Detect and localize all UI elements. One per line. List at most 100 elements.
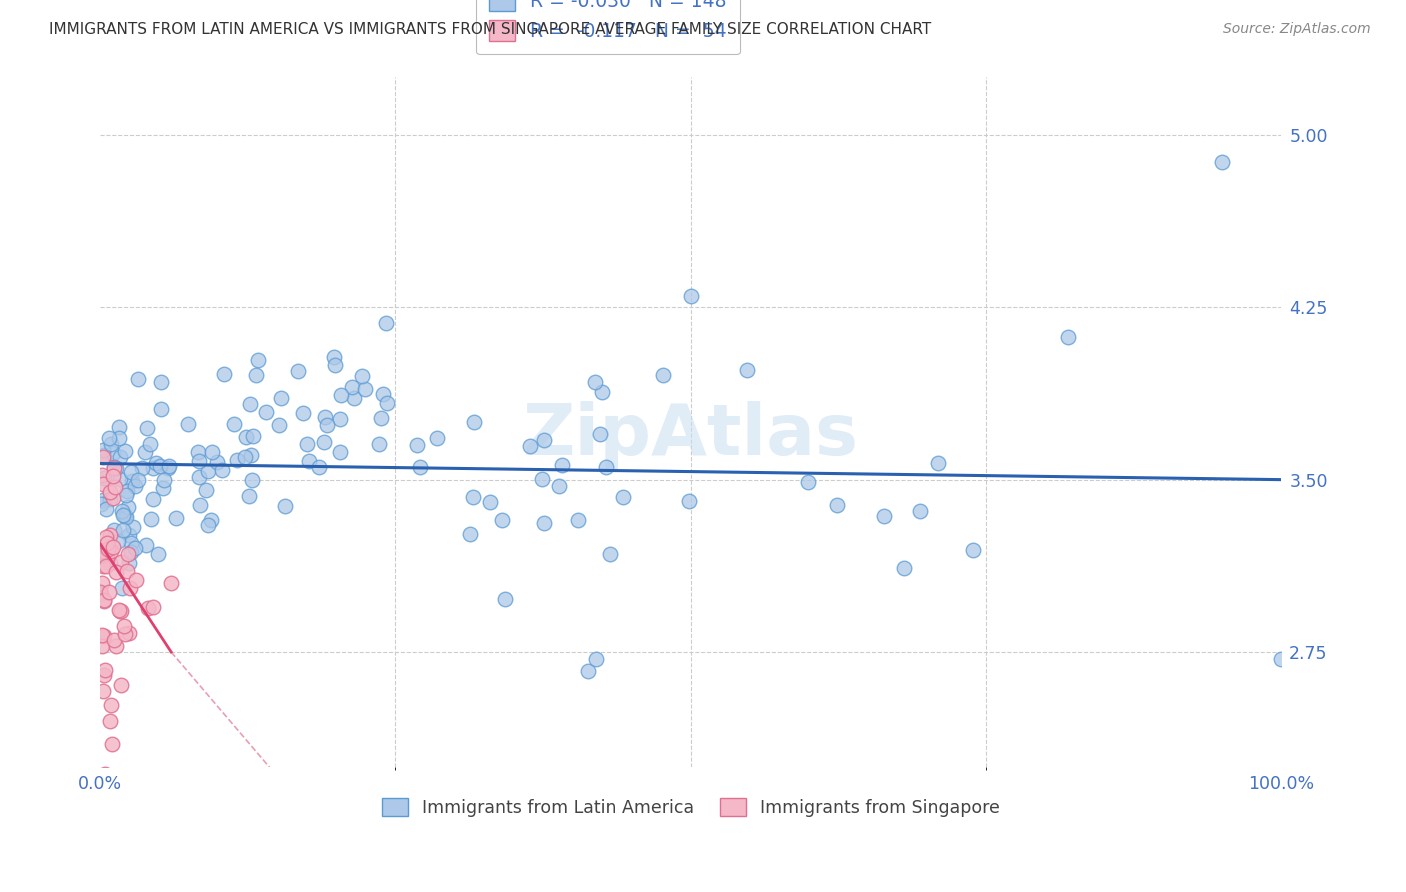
- Point: [1211, 155, 1233, 169]
- Point: [98, 528, 121, 542]
- Point: [104, 639, 127, 653]
- Point: [89, 585, 111, 599]
- Point: [103, 540, 125, 554]
- Point: [96, 558, 118, 573]
- Point: [117, 547, 139, 561]
- Point: [114, 443, 136, 458]
- Point: [108, 450, 131, 465]
- Point: [567, 513, 589, 527]
- Point: [114, 627, 136, 641]
- Point: [595, 460, 617, 475]
- Point: [235, 430, 257, 444]
- Point: [96, 549, 118, 564]
- Point: [165, 511, 187, 525]
- Point: [576, 664, 599, 678]
- Point: [103, 461, 125, 475]
- Point: [111, 508, 134, 523]
- Point: [200, 513, 222, 527]
- Point: [205, 455, 228, 469]
- Point: [368, 437, 391, 451]
- Point: [211, 463, 233, 477]
- Point: [125, 574, 148, 588]
- Point: [91, 477, 114, 491]
- Point: [148, 458, 170, 473]
- Point: [105, 565, 128, 579]
- Point: [145, 456, 167, 470]
- Point: [100, 698, 122, 712]
- Point: [93, 558, 115, 573]
- Point: [910, 504, 932, 518]
- Point: [138, 437, 160, 451]
- Point: [160, 576, 183, 591]
- Point: [530, 472, 553, 486]
- Point: [101, 468, 124, 483]
- Point: [107, 602, 129, 616]
- Point: [370, 411, 392, 425]
- Point: [101, 737, 124, 751]
- Point: [267, 417, 290, 432]
- Point: [962, 542, 984, 557]
- Point: [114, 488, 136, 502]
- Point: [118, 556, 141, 570]
- Point: [118, 626, 141, 640]
- Point: [100, 484, 122, 499]
- Point: [156, 461, 179, 475]
- Point: [679, 289, 702, 303]
- Point: [101, 491, 124, 505]
- Point: [103, 460, 125, 475]
- Point: [98, 492, 121, 507]
- Point: [112, 524, 135, 538]
- Point: [463, 415, 485, 429]
- Point: [893, 561, 915, 575]
- Point: [591, 384, 613, 399]
- Point: [124, 541, 146, 555]
- Point: [90, 498, 112, 512]
- Point: [91, 684, 114, 698]
- Point: [375, 316, 398, 330]
- Point: [330, 388, 353, 402]
- Point: [323, 350, 346, 364]
- Point: [90, 544, 112, 558]
- Point: [97, 584, 120, 599]
- Point: [93, 448, 115, 462]
- Point: [127, 474, 149, 488]
- Point: [188, 498, 211, 512]
- Point: [91, 443, 114, 458]
- Point: [323, 358, 346, 372]
- Point: [152, 481, 174, 495]
- Point: [316, 418, 339, 433]
- Point: [247, 353, 270, 368]
- Point: [612, 490, 634, 504]
- Point: [463, 490, 485, 504]
- Point: [93, 471, 115, 485]
- Point: [110, 604, 132, 618]
- Point: [329, 412, 352, 426]
- Point: [585, 652, 607, 666]
- Point: [96, 536, 118, 550]
- Point: [927, 456, 949, 470]
- Point: [131, 461, 153, 475]
- Point: [134, 445, 156, 459]
- Legend: Immigrants from Latin America, Immigrants from Singapore: Immigrants from Latin America, Immigrant…: [375, 790, 1007, 823]
- Point: [91, 640, 114, 654]
- Point: [97, 542, 120, 557]
- Point: [108, 420, 131, 434]
- Point: [121, 474, 143, 488]
- Point: [287, 364, 309, 378]
- Point: [89, 550, 111, 565]
- Point: [103, 632, 125, 647]
- Point: [314, 435, 336, 450]
- Point: [111, 504, 134, 518]
- Point: [329, 445, 352, 459]
- Point: [120, 465, 142, 479]
- Point: [97, 431, 120, 445]
- Point: [314, 409, 336, 424]
- Point: [100, 544, 122, 558]
- Point: [91, 450, 114, 464]
- Point: [93, 766, 115, 780]
- Point: [142, 491, 165, 506]
- Point: [1057, 330, 1080, 344]
- Point: [233, 450, 256, 465]
- Point: [93, 594, 115, 608]
- Point: [240, 473, 263, 487]
